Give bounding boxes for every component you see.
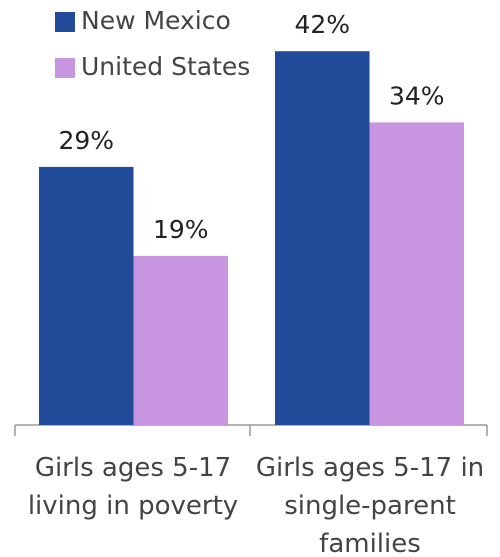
value-label: 29% <box>58 126 114 155</box>
value-label: 42% <box>294 10 350 39</box>
value-label: 34% <box>389 81 445 110</box>
legend-swatch <box>55 58 75 78</box>
x-tick-label: Girls ages 5-17 living in poverty <box>27 453 239 521</box>
bar <box>275 51 370 425</box>
legend-label: New Mexico <box>81 6 231 35</box>
bar <box>39 166 134 425</box>
legend-label: United States <box>81 52 250 81</box>
bar <box>133 255 228 425</box>
bar <box>369 122 464 426</box>
x-tick-label: Girls ages 5-17 in single-parent familie… <box>255 453 485 557</box>
value-label: 19% <box>153 215 209 244</box>
legend-swatch <box>55 12 75 32</box>
